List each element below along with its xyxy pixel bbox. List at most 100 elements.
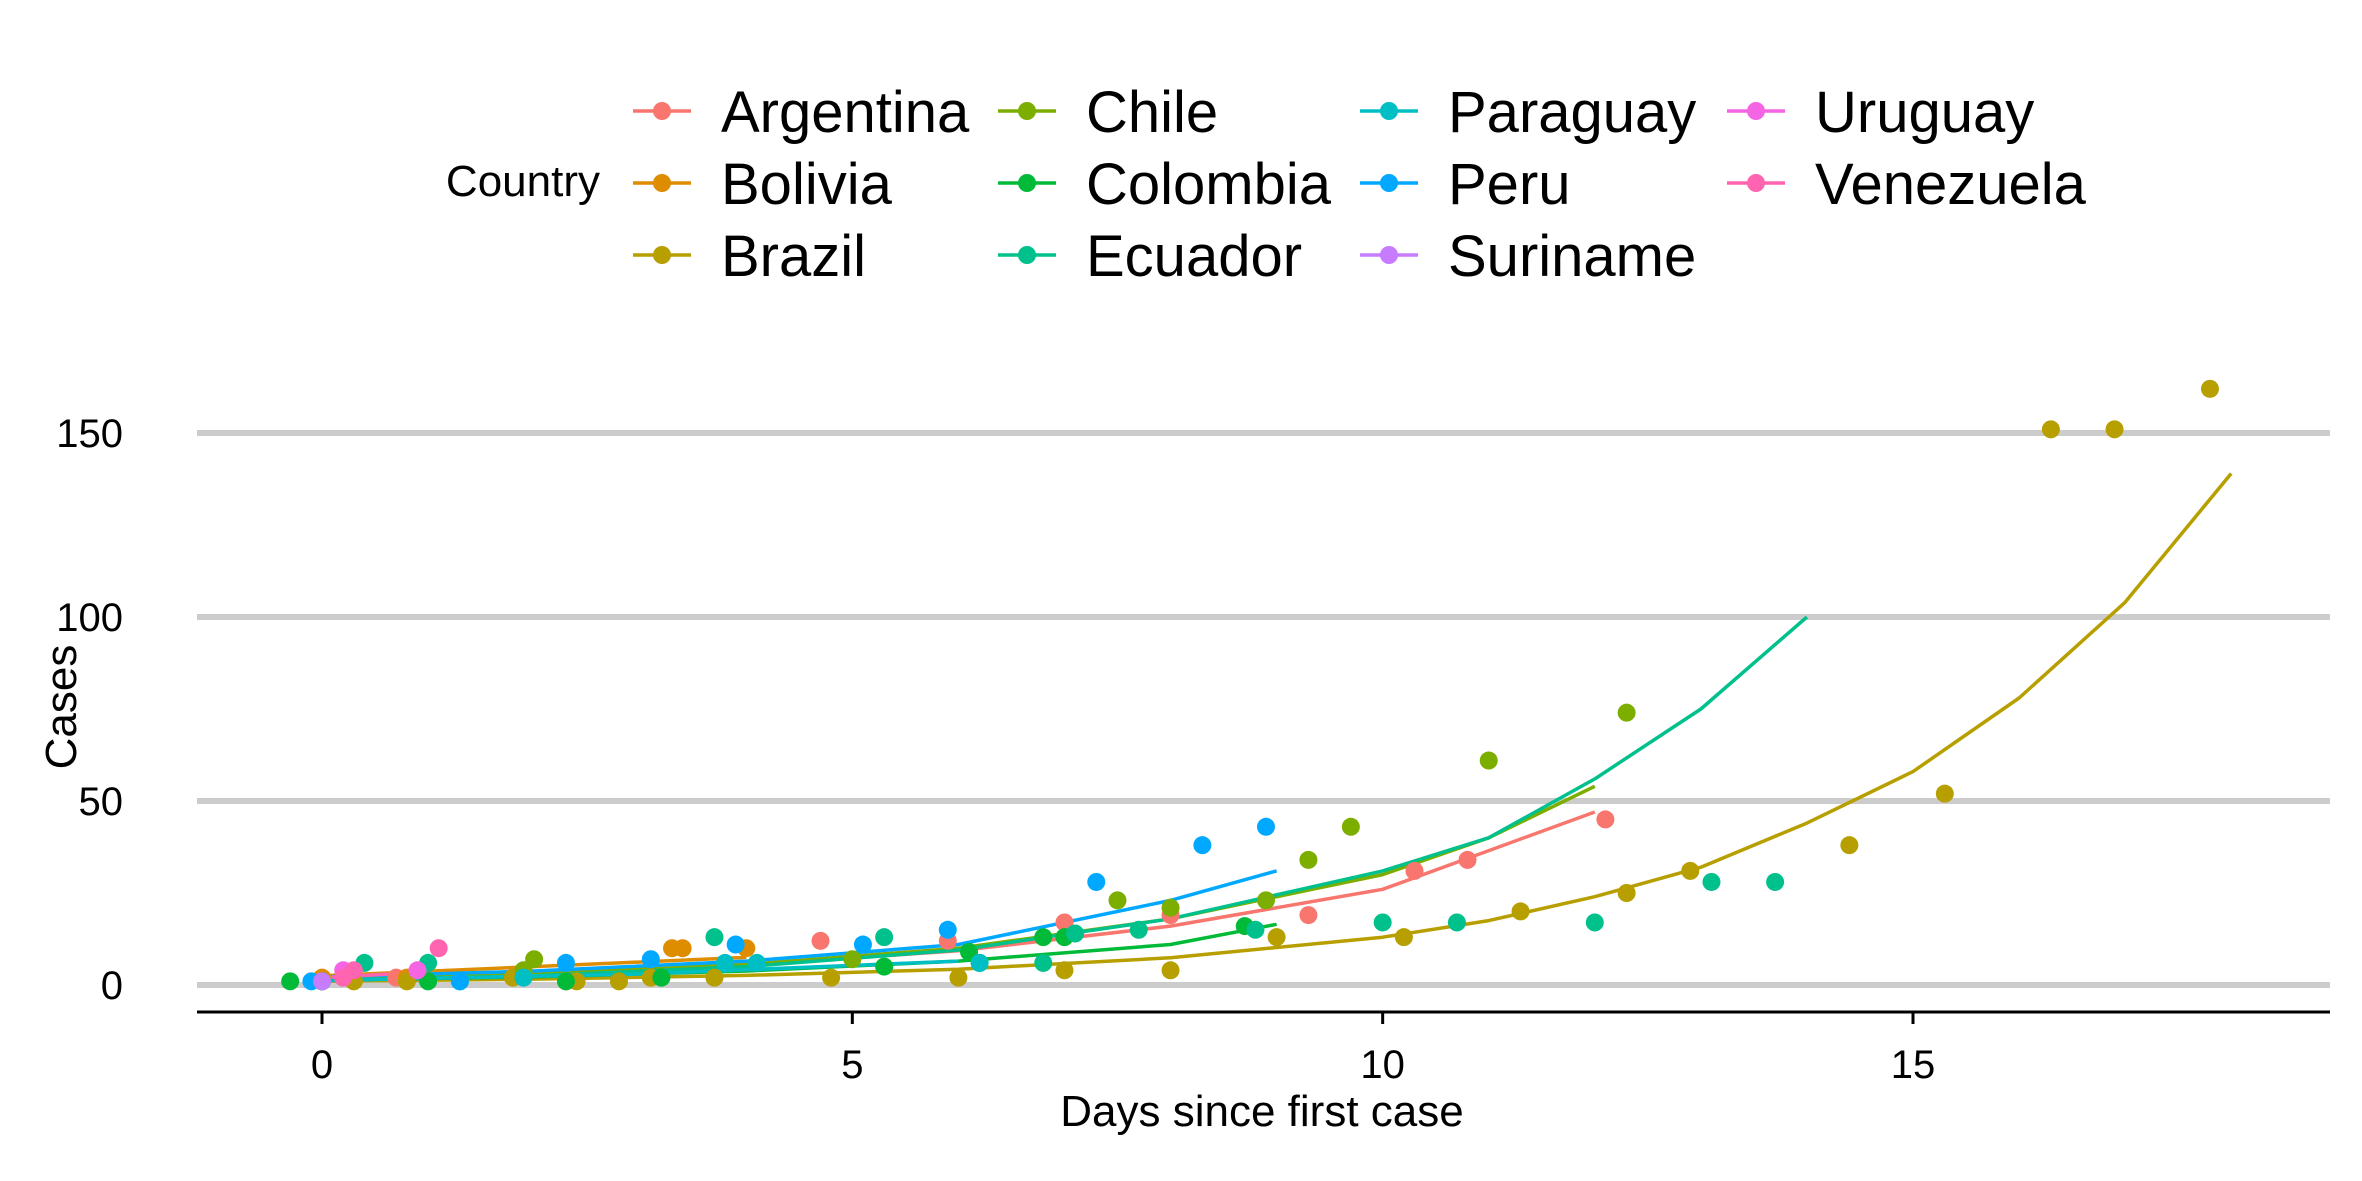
x-tick-label-10: 10 (1360, 1043, 1405, 1087)
point-peru-3 (641, 950, 660, 969)
x-tick-label-15: 15 (1891, 1043, 1936, 1087)
legend-label-venezuela: Venezuela (1815, 152, 2087, 217)
point-uruguay-1 (408, 961, 427, 980)
point-brazil-13 (1394, 928, 1413, 947)
point-chile-5 (1161, 898, 1180, 917)
legend-label-chile: Chile (1086, 80, 1218, 145)
point-chile-3 (843, 950, 862, 969)
point-peru-1 (450, 972, 469, 991)
legend-key-point-suriname (1380, 246, 1398, 264)
legend-key-point-paraguay (1380, 102, 1398, 120)
legend-key-point-brazil (653, 246, 671, 264)
point-brazil-10 (1055, 961, 1074, 980)
point-argentina-9 (1458, 850, 1477, 869)
y-tick-label-100: 100 (56, 596, 123, 640)
point-ecuador-12 (1585, 913, 1604, 932)
legend-key-point-venezuela (1747, 174, 1765, 192)
point-argentina-7 (1299, 906, 1318, 925)
point-peru-6 (938, 920, 957, 939)
point-peru-8 (1193, 836, 1212, 855)
legend-key-point-colombia (1018, 174, 1036, 192)
point-paraguay-4 (747, 953, 766, 972)
point-chile-8 (1341, 817, 1360, 836)
x-axis-title: Days since first case (1060, 1087, 1463, 1136)
legend-key-point-uruguay (1747, 102, 1765, 120)
x-tick-label-5: 5 (841, 1043, 863, 1087)
point-paraguay-3 (716, 953, 735, 972)
legend-label-peru: Peru (1448, 152, 1571, 217)
data-points (281, 379, 2219, 991)
fit-lines (321, 472, 2233, 984)
point-brazil-15 (1617, 884, 1636, 902)
legend-label-bolivia: Bolivia (721, 152, 893, 217)
point-brazil-8 (822, 968, 841, 987)
legend-label-argentina: Argentina (721, 80, 970, 145)
gridlines: 0 50 100 150 (56, 412, 2330, 1008)
point-ecuador-7 (1066, 924, 1085, 943)
point-brazil-7 (705, 968, 724, 987)
point-chile-4 (1108, 891, 1127, 910)
point-brazil-19 (2041, 420, 2060, 439)
point-brazil-20 (2105, 420, 2124, 439)
legend-key-point-peru (1380, 174, 1398, 192)
point-brazil-11 (1161, 961, 1180, 980)
legend-label-uruguay: Uruguay (1815, 80, 2034, 145)
point-venezuela-1 (344, 961, 363, 980)
point-chile-7 (1299, 850, 1318, 869)
fit-line-brazil (321, 472, 2233, 984)
point-ecuador-13 (1702, 872, 1721, 891)
point-colombia-4 (875, 957, 894, 976)
point-ecuador-3 (705, 928, 724, 947)
point-paraguay-2 (514, 968, 533, 987)
point-brazil-16 (1681, 861, 1700, 880)
point-ecuador-6 (1034, 953, 1053, 972)
fit-line-argentina (321, 810, 1596, 980)
point-suriname-0 (313, 972, 331, 991)
point-chile-9 (1479, 751, 1498, 770)
point-colombia-6 (1034, 928, 1053, 947)
point-peru-5 (853, 935, 872, 954)
legend-label-suriname: Suriname (1448, 224, 1696, 289)
point-peru-4 (726, 935, 745, 954)
point-ecuador-10 (1373, 913, 1392, 932)
point-colombia-2 (556, 972, 575, 991)
legend-label-brazil: Brazil (721, 224, 866, 289)
point-colombia-0 (281, 972, 300, 991)
point-brazil-12 (1267, 928, 1286, 947)
point-brazil-21 (2200, 379, 2219, 398)
point-brazil-18 (1935, 784, 1954, 803)
y-tick-label-0: 0 (101, 964, 123, 1008)
point-chile-6 (1256, 891, 1275, 910)
point-argentina-10 (1596, 810, 1615, 829)
point-ecuador-14 (1766, 872, 1785, 891)
point-argentina-3 (811, 931, 830, 950)
x-tick-label-0: 0 (311, 1043, 333, 1087)
point-peru-2 (556, 953, 575, 972)
legend-key-point-bolivia (653, 174, 671, 192)
point-paraguay-5 (970, 953, 989, 972)
point-venezuela-2 (429, 939, 448, 958)
legend-key-point-ecuador (1018, 246, 1036, 264)
legend: Country Argentina Bolivia Brazil Chile Colom… (446, 80, 2087, 289)
legend-key-point-chile (1018, 102, 1036, 120)
legend-label-ecuador: Ecuador (1086, 224, 1302, 289)
y-tick-label-150: 150 (56, 412, 123, 456)
point-bolivia-3 (673, 939, 692, 958)
legend-title: Country (446, 157, 600, 206)
fit-line-ecuador (321, 615, 1809, 982)
point-colombia-3 (652, 968, 671, 987)
point-chile-10 (1617, 703, 1636, 722)
y-axis-title: Cases (37, 645, 86, 770)
legend-label-colombia: Colombia (1086, 152, 1332, 217)
point-brazil-17 (1840, 836, 1859, 855)
point-peru-9 (1256, 817, 1275, 836)
axes: 0 5 10 15 (197, 1010, 2330, 1087)
point-chile-2 (525, 950, 544, 969)
point-brazil-14 (1511, 902, 1530, 921)
point-peru-7 (1087, 872, 1106, 891)
point-ecuador-9 (1246, 920, 1265, 939)
y-tick-label-50: 50 (79, 780, 124, 824)
legend-key-point-argentina (653, 102, 671, 120)
point-ecuador-11 (1447, 913, 1466, 932)
